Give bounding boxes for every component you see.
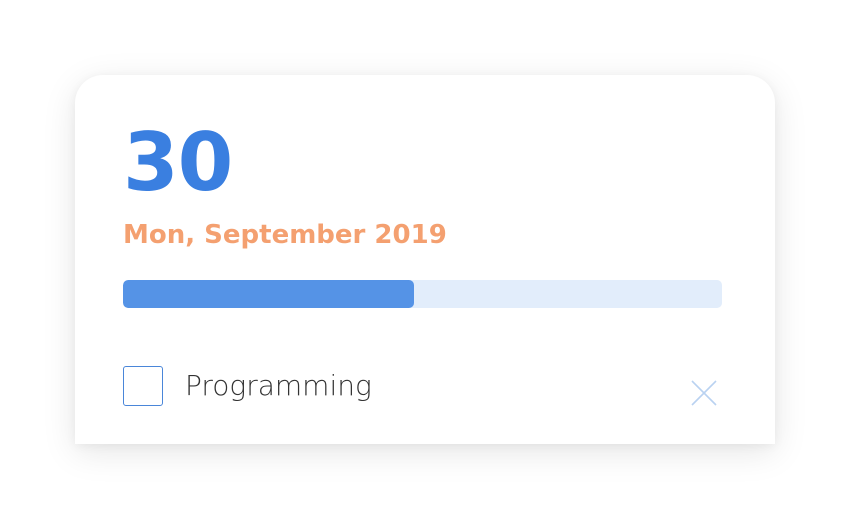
task-checkbox[interactable] <box>123 366 163 406</box>
date-label: Mon, September 2019 <box>123 220 447 250</box>
task-item: Programming <box>123 366 723 408</box>
progress-bar <box>123 280 722 308</box>
day-card: 30 Mon, September 2019 Programming <box>75 75 775 444</box>
progress-bar-fill <box>123 280 414 308</box>
close-icon <box>691 380 717 406</box>
delete-task-button[interactable] <box>689 378 719 408</box>
task-label: Programming <box>185 369 372 402</box>
day-number: 30 <box>123 116 233 209</box>
